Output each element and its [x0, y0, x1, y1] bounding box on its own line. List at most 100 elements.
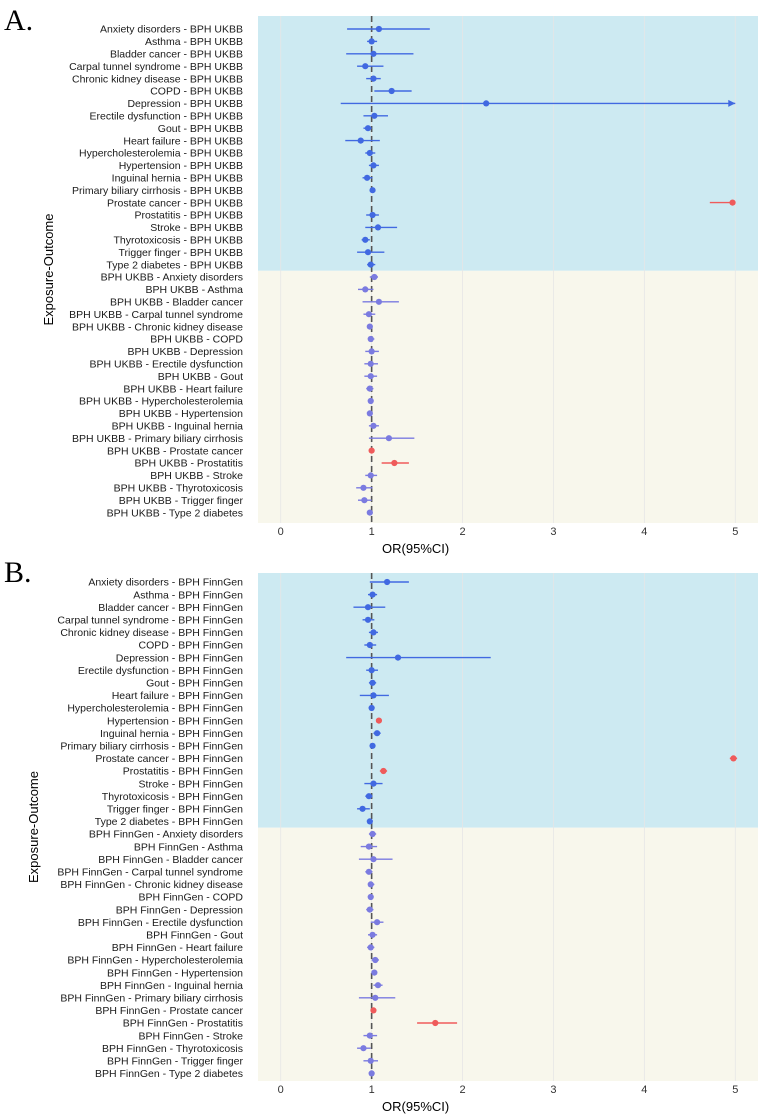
or-point: [432, 1019, 439, 1027]
or-point: [365, 311, 373, 318]
x-tick-label: 2: [459, 526, 465, 538]
row-label: Hypercholesterolemia - BPH FinnGen: [67, 703, 243, 715]
x-axis-label: OR(95%CI): [382, 541, 449, 556]
exposure-group-band: [258, 573, 758, 828]
x-tick-label: 1: [369, 526, 375, 538]
row-label: Stroke - BPH FinnGen: [139, 778, 244, 790]
or-point: [375, 25, 383, 33]
or-point: [366, 385, 373, 392]
x-tick-label: 0: [278, 1084, 284, 1096]
or-point: [375, 298, 383, 305]
row-label: BPH FinnGen - Gout: [146, 930, 243, 942]
x-tick-label: 2: [459, 1084, 465, 1096]
row-label: BPH FinnGen - Depression: [116, 904, 243, 916]
or-point: [366, 410, 373, 417]
or-point: [366, 641, 373, 649]
or-point: [385, 435, 393, 442]
or-point: [365, 793, 373, 800]
outcome-group-band: [258, 827, 758, 1081]
row-label: Stroke - BPH UKBB: [150, 222, 243, 234]
row-label: BPH UKBB - Bladder cancer: [110, 297, 244, 309]
or-point: [371, 112, 378, 119]
or-point: [366, 906, 373, 913]
or-point: [383, 578, 391, 586]
row-label: COPD - BPH UKBB: [150, 86, 243, 98]
row-label: Primary biliary cirrhosis - BPH FinnGen: [60, 741, 243, 753]
or-point: [367, 893, 374, 901]
row-label: BPH FinnGen - Type 2 diabetes: [95, 1068, 243, 1080]
row-label: Gout - BPH UKBB: [158, 123, 243, 135]
or-point: [370, 1007, 377, 1014]
or-point: [365, 868, 373, 875]
or-point: [364, 125, 372, 132]
row-label: COPD - BPH FinnGen: [139, 640, 244, 652]
ci-arrow: [728, 99, 736, 107]
row-label: Bladder cancer - BPH FinnGen: [98, 602, 243, 614]
or-point: [374, 224, 382, 231]
x-tick-label: 4: [641, 526, 647, 538]
row-label: Prostate cancer - BPH UKBB: [107, 197, 243, 209]
or-point: [369, 830, 376, 838]
row-label: BPH UKBB - Chronic kidney disease: [72, 321, 243, 333]
row-label: BPH UKBB - Erectile dysfunction: [90, 359, 244, 371]
row-label: Trigger finger - BPH FinnGen: [107, 804, 243, 816]
or-point: [730, 755, 737, 762]
row-label: BPH FinnGen - Thyrotoxicosis: [102, 1043, 243, 1055]
or-point: [372, 994, 379, 1001]
or-point: [394, 654, 402, 661]
row-label: Thyrotoxicosis - BPH UKBB: [113, 235, 243, 247]
row-label: Anxiety disorders - BPH FinnGen: [88, 577, 243, 589]
row-label: BPH FinnGen - Inguinal hernia: [100, 980, 243, 992]
row-label: Prostate cancer - BPH FinnGen: [95, 753, 243, 765]
or-point: [364, 616, 372, 623]
row-label: Prostatitis - BPH UKBB: [134, 210, 243, 222]
row-label: BPH FinnGen - COPD: [139, 892, 244, 904]
row-label: BPH FinnGen - Prostate cancer: [95, 1005, 243, 1017]
or-point: [362, 63, 369, 70]
or-point: [359, 805, 366, 812]
or-point: [357, 137, 364, 144]
row-label: Type 2 diabetes - BPH FinnGen: [95, 816, 243, 828]
row-label: Carpal tunnel syndrome - BPH UKBB: [69, 61, 243, 73]
row-label: Depression - BPH UKBB: [127, 98, 243, 110]
or-point: [367, 373, 374, 380]
x-tick-label: 5: [732, 526, 738, 538]
or-point: [369, 679, 376, 686]
row-label: Hypercholesterolemia - BPH UKBB: [79, 148, 243, 160]
or-point: [360, 1045, 367, 1052]
row-label: Chronic kidney disease - BPH UKBB: [72, 73, 243, 85]
or-point: [483, 100, 490, 107]
row-label: BPH UKBB - Carpal tunnel syndrome: [69, 309, 243, 321]
row-label: BPH FinnGen - Carpal tunnel syndrome: [57, 867, 243, 879]
x-tick-label: 3: [550, 1084, 556, 1096]
or-point: [373, 730, 381, 737]
or-point: [367, 261, 374, 268]
row-label: BPH FinnGen - Heart failure: [112, 942, 243, 954]
or-point: [388, 87, 395, 95]
x-tick-label: 0: [278, 526, 284, 538]
or-point: [367, 881, 374, 888]
or-point: [729, 199, 736, 206]
x-tick-label: 3: [550, 526, 556, 538]
or-point: [360, 484, 367, 491]
x-axis-label: OR(95%CI): [382, 1099, 449, 1114]
exposure-group-band: [258, 16, 758, 271]
row-label: BPH FinnGen - Asthma: [134, 841, 243, 853]
row-label: Asthma - BPH FinnGen: [133, 589, 243, 601]
row-label: Hypertension - BPH FinnGen: [107, 715, 243, 727]
or-point: [373, 919, 381, 926]
or-point: [367, 335, 374, 343]
row-label: Carpal tunnel syndrome - BPH FinnGen: [57, 615, 243, 627]
or-point: [368, 447, 375, 454]
panel-a-forest-plot: 0 1 2 3 4 5 Anxiety disorders - BPH UKBBAsthma…: [41, 16, 758, 556]
panel-b-forest-plot: 0 1 2 3 4 5 Anxiety disorders - BPH FinnGenAst…: [26, 573, 758, 1114]
row-label: BPH FinnGen - Anxiety disorders: [89, 829, 243, 841]
or-point: [366, 323, 373, 330]
or-point: [369, 591, 376, 598]
or-point: [370, 780, 377, 787]
row-label: BPH UKBB - Primary biliary cirrhosis: [72, 433, 243, 445]
row-label: Erectile dysfunction - BPH UKBB: [90, 111, 243, 123]
row-label: Heart failure - BPH FinnGen: [112, 690, 243, 702]
or-point: [370, 50, 377, 57]
